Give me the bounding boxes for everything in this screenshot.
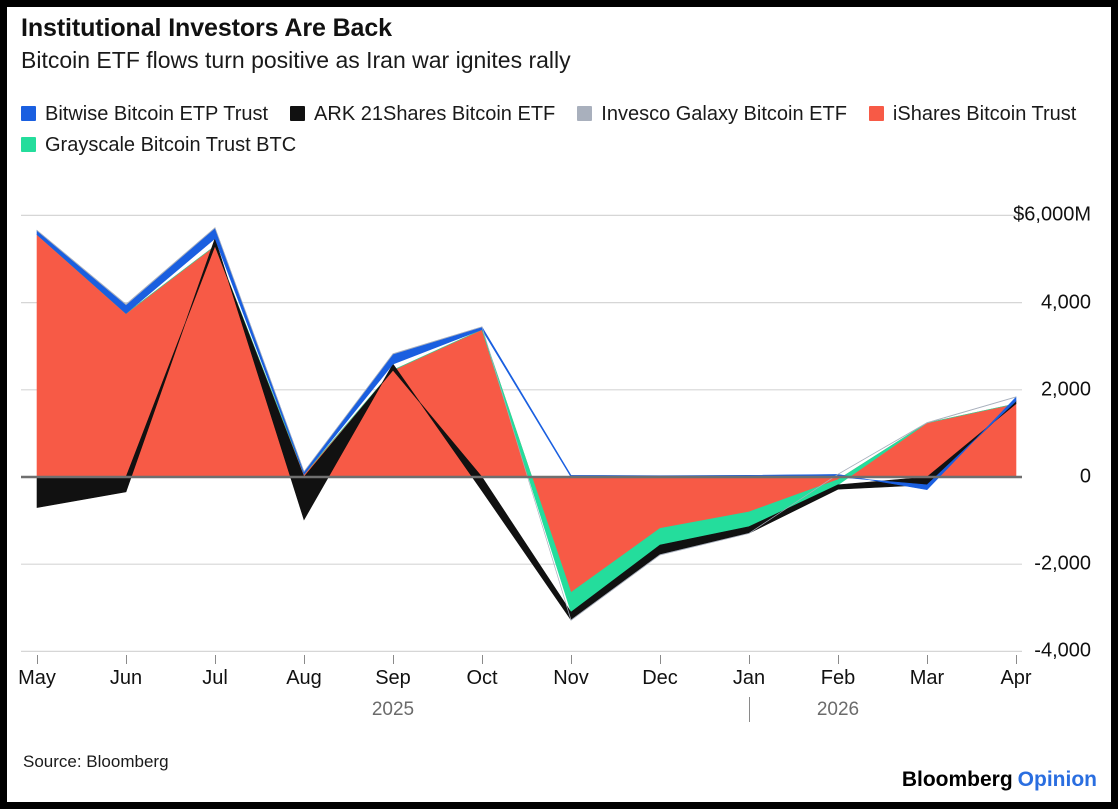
y-axis-tick-label: 4,000	[1040, 291, 1091, 314]
x-axis-tick-label: Jan	[732, 667, 766, 689]
y-axis-tick-label: $6,000M	[1013, 203, 1091, 226]
x-axis-tick-label: Feb	[820, 667, 856, 689]
legend-item[interactable]: Grayscale Bitcoin Trust BTC	[21, 132, 296, 157]
x-axis-tick-label: Oct	[466, 667, 498, 689]
x-axis-tick-label: Jul	[202, 667, 228, 689]
x-axis-tick-label: Dec	[642, 667, 678, 689]
plot-area: $6,000M 4,000 2,000 0 -2,000 -4,000	[21, 175, 1101, 675]
legend-item[interactable]: Bitwise Bitcoin ETP Trust	[21, 101, 268, 126]
x-axis-tick-label: Jun	[109, 667, 143, 689]
x-axis-tick-mark	[393, 655, 394, 664]
y-axis-tick-label: 0	[1079, 465, 1091, 488]
x-axis-tick-label: May	[18, 667, 56, 689]
bloomberg-opinion-brand: Bloomberg Opinion	[902, 768, 1097, 792]
x-axis-tick-mark	[749, 655, 750, 664]
x-axis: May Jun Jul Aug Sep Oct Nov Dec Jan Feb Mar Apr 2025…	[18, 655, 1101, 745]
chart-header: Institutional Investors Are Back Bitcoin…	[21, 13, 1101, 75]
x-axis-tick-mark	[37, 655, 38, 664]
legend-item[interactable]: iShares Bitcoin Trust	[868, 101, 1077, 126]
year-boundary-divider	[749, 697, 750, 722]
chart-title: Institutional Investors Are Back	[21, 14, 392, 42]
x-axis-tick-mark	[1016, 655, 1017, 664]
legend-swatch-ark	[290, 106, 306, 121]
x-axis-tick-mark	[215, 655, 216, 664]
legend-swatch-grayscale	[21, 137, 36, 152]
x-axis-year-label: 2025	[371, 699, 415, 720]
x-axis-tick-label: Nov	[553, 667, 589, 689]
x-axis-year-label: 2026	[816, 699, 860, 720]
area-chart-svg	[21, 214, 1022, 652]
x-axis-tick-label: Apr	[1000, 667, 1032, 689]
x-axis-tick-mark	[304, 655, 305, 664]
x-axis-tick-mark	[927, 655, 928, 664]
x-axis-tick-mark	[126, 655, 127, 664]
series-area	[36, 227, 1017, 621]
legend-item-label: Invesco Galaxy Bitcoin ETF	[601, 102, 847, 125]
x-axis-tick-label: Sep	[375, 667, 411, 689]
legend-item-label: iShares Bitcoin Trust	[892, 102, 1077, 125]
x-axis-tick-label: Mar	[909, 667, 945, 689]
y-axis-tick-label: -2,000	[1034, 552, 1091, 575]
chart-legend: Bitwise Bitcoin ETP Trust ARK 21Shares Bi…	[21, 101, 1101, 157]
brand-bloomberg-text: Bloomberg	[901, 768, 1013, 791]
legend-item[interactable]: Invesco Galaxy Bitcoin ETF	[577, 101, 847, 126]
legend-item[interactable]: ARK 21Shares Bitcoin ETF	[290, 101, 555, 126]
source-note: Source: Bloomberg	[23, 752, 169, 771]
x-axis-tick-mark	[482, 655, 483, 664]
x-axis-tick-mark	[838, 655, 839, 664]
x-axis-tick-mark	[571, 655, 572, 664]
y-axis-tick-label: -4,000	[1034, 639, 1091, 662]
legend-swatch-ishares	[868, 106, 884, 121]
x-axis-tick-mark	[660, 655, 661, 664]
legend-item-label: Bitwise Bitcoin ETP Trust	[45, 102, 269, 125]
legend-item-label: Grayscale Bitcoin Trust BTC	[45, 133, 297, 156]
series-area	[36, 233, 1017, 594]
y-axis-tick-label: 2,000	[1040, 378, 1091, 401]
x-axis-tick-label: Aug	[286, 667, 322, 689]
legend-item-label: ARK 21Shares Bitcoin ETF	[314, 102, 556, 125]
chart-subtitle: Bitcoin ETF flows turn positive as Iran …	[21, 47, 571, 73]
legend-swatch-invesco	[577, 106, 593, 121]
legend-swatch-bitwise	[21, 106, 36, 121]
brand-opinion-text: Opinion	[1017, 768, 1097, 791]
